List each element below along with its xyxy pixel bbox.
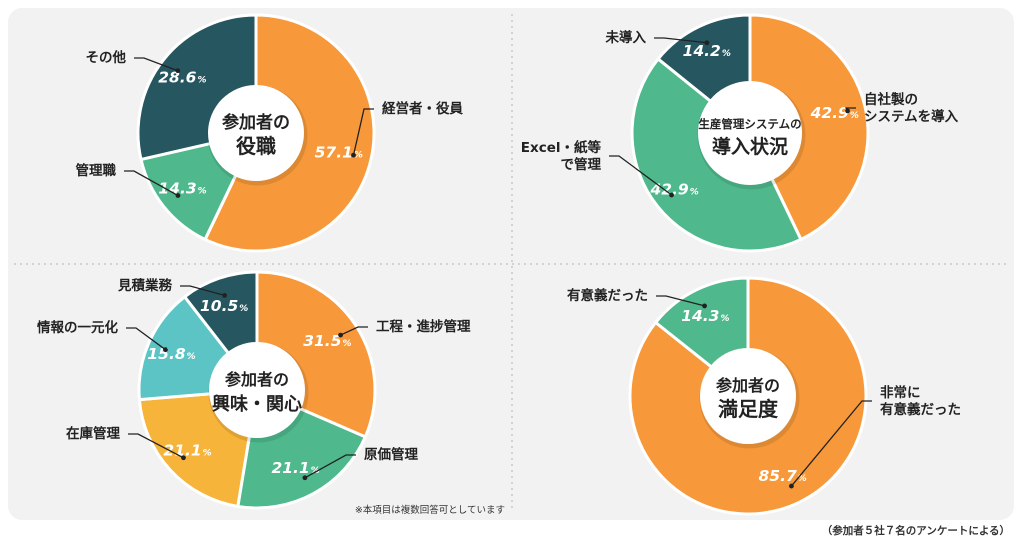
pie-slice <box>748 13 870 242</box>
leader-dot <box>181 455 186 461</box>
category-label: 原価管理 <box>364 446 418 463</box>
data-label: 42.9% <box>649 180 698 198</box>
category-label: 工程・進捗管理 <box>376 318 471 335</box>
category-label: Excel・紙等で管理 <box>521 139 602 173</box>
center-title-line: 生産管理システムの <box>698 117 801 131</box>
data-label: 10.5% <box>200 297 248 315</box>
leader-dot <box>351 152 356 158</box>
leader-line <box>609 155 672 196</box>
category-label: その他 <box>86 49 127 66</box>
category-label: 経営者・役員 <box>382 100 463 117</box>
survey-footnote: （参加者５社７名のアンケートによる） <box>821 525 1010 537</box>
category-label: 情報の一元化 <box>37 319 118 336</box>
leader-line <box>304 454 356 479</box>
donut-chart-3: 参加者の興味・関心31.5%21.1%21.1%15.8%10.5%工程・進捗管… <box>37 270 471 510</box>
category-label: 自社製のシステムを導入 <box>864 91 959 125</box>
leader-dot <box>702 303 707 309</box>
leader-line <box>790 400 872 487</box>
center-circle <box>209 342 305 438</box>
center-title-line: 興味・関心 <box>212 393 302 415</box>
center-circle <box>700 348 796 444</box>
category-label: 在庫管理 <box>66 425 120 442</box>
data-label: 21.1% <box>271 459 319 477</box>
category-label: 有意義だった <box>567 287 648 304</box>
leader-dot <box>845 108 850 114</box>
data-label: 14.3% <box>158 180 206 198</box>
leader-line <box>180 285 225 297</box>
leader-line <box>126 327 166 351</box>
leader-dot <box>175 68 181 74</box>
center-title-line: 導入状況 <box>712 135 788 158</box>
leader-dot <box>163 347 168 353</box>
leader-dot <box>222 292 228 298</box>
data-label: 15.8% <box>147 345 195 363</box>
center-circle <box>208 85 304 181</box>
pie-slice <box>628 276 868 516</box>
leader-line <box>654 37 707 44</box>
leader-dot <box>302 475 308 481</box>
category-label: 非常に有意義だった <box>880 384 961 418</box>
center-title-line: 参加者の <box>222 112 290 133</box>
leader-dot <box>789 483 794 489</box>
leader-line <box>656 295 705 307</box>
category-label: 見積業務 <box>117 277 172 294</box>
leader-dot <box>175 193 181 198</box>
leader-line <box>124 170 179 197</box>
center-circle <box>698 81 802 185</box>
center-title-line: 満足度 <box>718 397 779 421</box>
data-label: 21.1% <box>163 441 211 459</box>
leader-line <box>128 433 184 459</box>
leader-dot <box>704 40 710 46</box>
category-label: 管理職 <box>76 162 117 179</box>
data-label: 14.2% <box>683 42 731 60</box>
data-label: 28.6% <box>158 69 206 87</box>
leader-dot <box>338 332 343 338</box>
center-title-line: 参加者の <box>225 370 289 389</box>
leader-line <box>340 326 368 336</box>
data-label: 14.3% <box>681 307 729 325</box>
data-label: 85.7% <box>759 467 807 485</box>
category-label: 未導入 <box>606 29 647 46</box>
data-label: 57.1% <box>315 144 363 162</box>
center-title-line: 参加者の <box>716 376 780 395</box>
multiple-answer-note: ※本項目は複数回答可としています <box>355 504 505 516</box>
donut-chart-2: 生産管理システムの導入状況42.9%42.9%14.2%自社製のシステムを導入E… <box>521 13 959 253</box>
leader-line <box>352 108 374 156</box>
leader-line <box>134 57 178 72</box>
leader-dot <box>669 192 674 198</box>
center-title-line: 役職 <box>236 134 276 158</box>
